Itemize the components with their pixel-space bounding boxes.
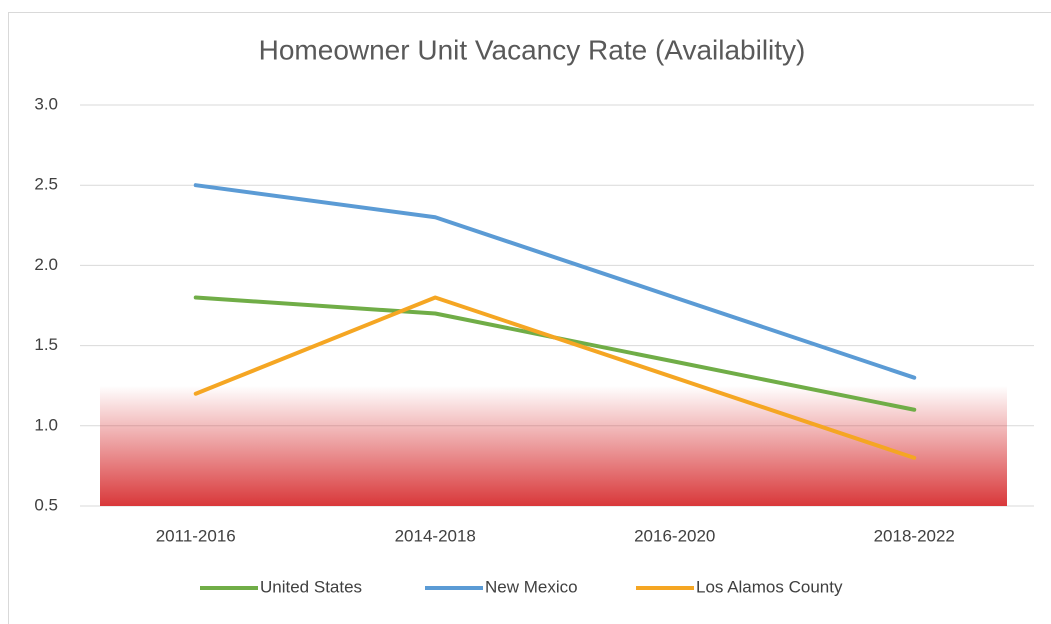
y-tick-label: 1.0 xyxy=(34,415,58,434)
legend-label: United States xyxy=(260,577,362,596)
series-line xyxy=(193,183,917,380)
chart-border xyxy=(8,12,1051,624)
x-tick-label: 2014-2018 xyxy=(395,526,476,545)
y-tick-label: 1.5 xyxy=(34,335,58,354)
x-tick-label: 2011-2016 xyxy=(156,526,236,545)
shaded-band xyxy=(100,385,1007,506)
x-tick-label: 2018-2022 xyxy=(874,526,955,545)
y-tick-label: 2.5 xyxy=(34,175,58,194)
series-line xyxy=(193,295,917,460)
y-tick-label: 0.5 xyxy=(34,495,58,514)
legend-label: New Mexico xyxy=(485,577,578,596)
chart-title: Homeowner Unit Vacancy Rate (Availabilit… xyxy=(259,34,806,65)
legend-label: Los Alamos County xyxy=(696,577,843,596)
y-tick-label: 2.0 xyxy=(34,255,58,274)
x-tick-label: 2016-2020 xyxy=(634,526,715,545)
y-tick-label: 3.0 xyxy=(34,94,58,113)
